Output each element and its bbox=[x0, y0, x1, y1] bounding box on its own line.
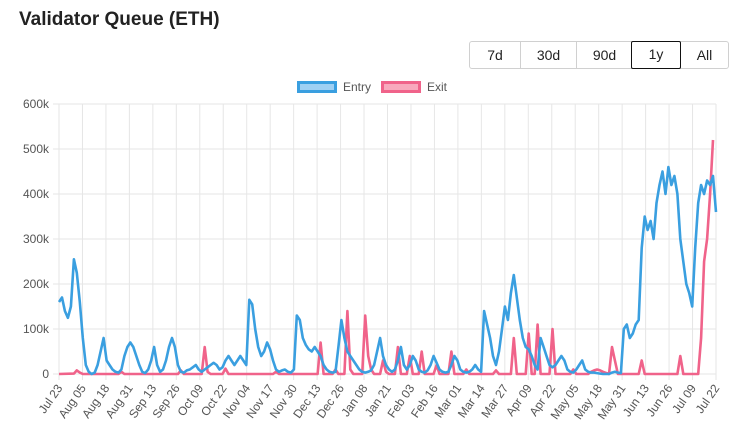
legend-item-entry[interactable]: Entry bbox=[297, 80, 371, 94]
exit-series-line bbox=[58, 139, 715, 376]
entry-swatch bbox=[297, 81, 337, 93]
range-90d-button[interactable]: 90d bbox=[576, 42, 632, 68]
y-tick-label: 500k bbox=[23, 142, 50, 156]
range-7d-button[interactable]: 7d bbox=[487, 47, 503, 63]
y-tick-label: 100k bbox=[23, 322, 50, 336]
legend-item-exit[interactable]: Exit bbox=[381, 80, 447, 94]
x-tick-label: Jul 22 bbox=[693, 381, 723, 416]
time-range-selector: 7d 30d 90d 1y All bbox=[469, 41, 729, 69]
y-tick-label: 600k bbox=[23, 97, 50, 111]
entry-series-line bbox=[57, 165, 718, 376]
exit-swatch bbox=[381, 81, 422, 93]
x-tick-label: Jul 09 bbox=[669, 381, 699, 416]
y-tick-label: 0 bbox=[42, 367, 49, 381]
y-tick-label: 300k bbox=[23, 232, 50, 246]
page-title: Validator Queue (ETH) bbox=[19, 9, 220, 30]
range-30d-button[interactable]: 30d bbox=[520, 42, 576, 68]
y-tick-label: 400k bbox=[23, 187, 50, 201]
y-tick-label: 200k bbox=[23, 277, 50, 291]
legend-label-entry: Entry bbox=[343, 80, 372, 94]
chart-legend: Entry Exit bbox=[297, 80, 457, 94]
range-1y-button[interactable]: 1y bbox=[631, 41, 681, 69]
legend-label-exit: Exit bbox=[427, 80, 448, 94]
